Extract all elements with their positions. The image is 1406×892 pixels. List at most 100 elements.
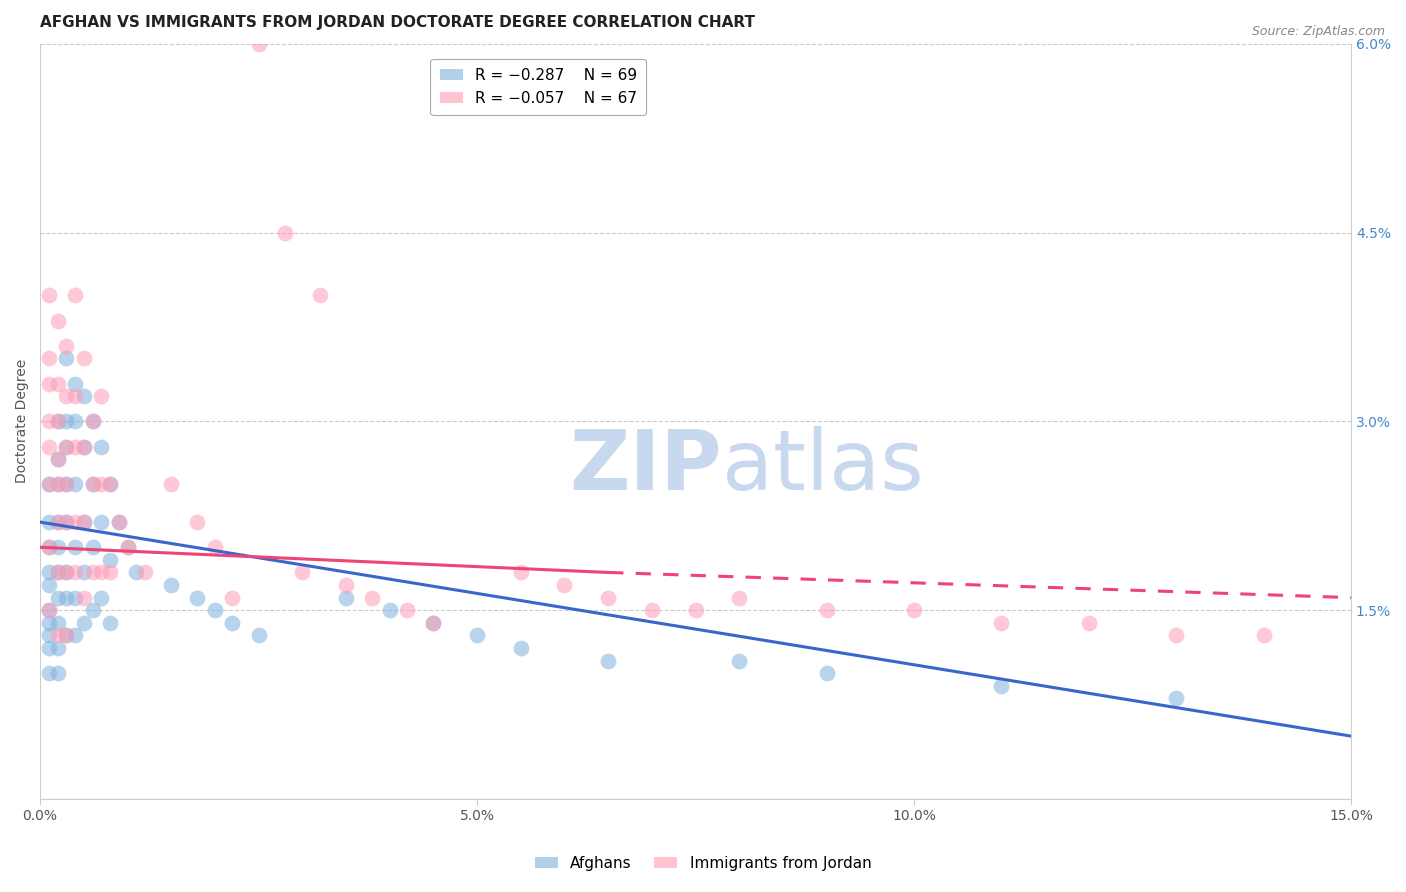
- Point: [38, 541, 60, 555]
- Point: [160, 578, 183, 592]
- Point: [117, 541, 139, 555]
- Point: [125, 566, 148, 580]
- Point: [46, 452, 69, 467]
- Point: [38, 376, 60, 391]
- Point: [63, 389, 86, 403]
- Point: [55, 591, 77, 605]
- Point: [55, 515, 77, 529]
- Point: [1166, 628, 1188, 642]
- Point: [186, 515, 208, 529]
- Point: [55, 566, 77, 580]
- Point: [82, 414, 104, 428]
- Point: [335, 578, 357, 592]
- Point: [38, 440, 60, 454]
- Point: [98, 477, 121, 491]
- Point: [55, 440, 77, 454]
- Point: [204, 603, 226, 617]
- Point: [38, 351, 60, 366]
- Point: [98, 477, 121, 491]
- Point: [1166, 691, 1188, 706]
- Point: [107, 515, 129, 529]
- Point: [98, 553, 121, 567]
- Point: [204, 541, 226, 555]
- Point: [98, 566, 121, 580]
- Point: [63, 440, 86, 454]
- Point: [55, 628, 77, 642]
- Point: [509, 640, 531, 655]
- Point: [46, 628, 69, 642]
- Point: [63, 541, 86, 555]
- Point: [308, 288, 330, 302]
- Point: [46, 515, 69, 529]
- Point: [90, 591, 112, 605]
- Point: [728, 654, 751, 668]
- Point: [90, 389, 112, 403]
- Point: [38, 578, 60, 592]
- Point: [55, 414, 77, 428]
- Point: [509, 566, 531, 580]
- Point: [73, 440, 96, 454]
- Point: [186, 591, 208, 605]
- Point: [1253, 628, 1275, 642]
- Point: [98, 615, 121, 630]
- Point: [73, 351, 96, 366]
- Point: [815, 666, 838, 681]
- Point: [990, 615, 1012, 630]
- Point: [728, 591, 751, 605]
- Point: [46, 452, 69, 467]
- Point: [361, 591, 384, 605]
- Point: [46, 615, 69, 630]
- Point: [63, 566, 86, 580]
- Point: [38, 566, 60, 580]
- Point: [46, 566, 69, 580]
- Point: [221, 591, 243, 605]
- Point: [38, 477, 60, 491]
- Point: [55, 566, 77, 580]
- Point: [247, 628, 270, 642]
- Point: [38, 603, 60, 617]
- Legend: R = −0.287    N = 69, R = −0.057    N = 67: R = −0.287 N = 69, R = −0.057 N = 67: [430, 59, 645, 115]
- Point: [63, 477, 86, 491]
- Point: [685, 603, 707, 617]
- Point: [46, 666, 69, 681]
- Point: [378, 603, 401, 617]
- Point: [641, 603, 664, 617]
- Point: [46, 414, 69, 428]
- Point: [46, 376, 69, 391]
- Point: [46, 566, 69, 580]
- Point: [55, 628, 77, 642]
- Point: [38, 477, 60, 491]
- Point: [38, 288, 60, 302]
- Point: [46, 414, 69, 428]
- Point: [82, 414, 104, 428]
- Y-axis label: Doctorate Degree: Doctorate Degree: [15, 359, 30, 483]
- Point: [396, 603, 419, 617]
- Point: [38, 414, 60, 428]
- Point: [55, 477, 77, 491]
- Point: [63, 376, 86, 391]
- Point: [55, 477, 77, 491]
- Point: [553, 578, 575, 592]
- Text: Source: ZipAtlas.com: Source: ZipAtlas.com: [1251, 25, 1385, 38]
- Point: [160, 477, 183, 491]
- Point: [38, 628, 60, 642]
- Point: [63, 515, 86, 529]
- Point: [38, 640, 60, 655]
- Point: [46, 515, 69, 529]
- Point: [46, 640, 69, 655]
- Point: [38, 541, 60, 555]
- Point: [82, 541, 104, 555]
- Point: [422, 615, 444, 630]
- Point: [46, 541, 69, 555]
- Point: [90, 440, 112, 454]
- Point: [82, 566, 104, 580]
- Point: [55, 440, 77, 454]
- Point: [63, 591, 86, 605]
- Point: [335, 591, 357, 605]
- Point: [73, 515, 96, 529]
- Point: [117, 541, 139, 555]
- Point: [990, 679, 1012, 693]
- Point: [55, 339, 77, 353]
- Point: [38, 515, 60, 529]
- Point: [221, 615, 243, 630]
